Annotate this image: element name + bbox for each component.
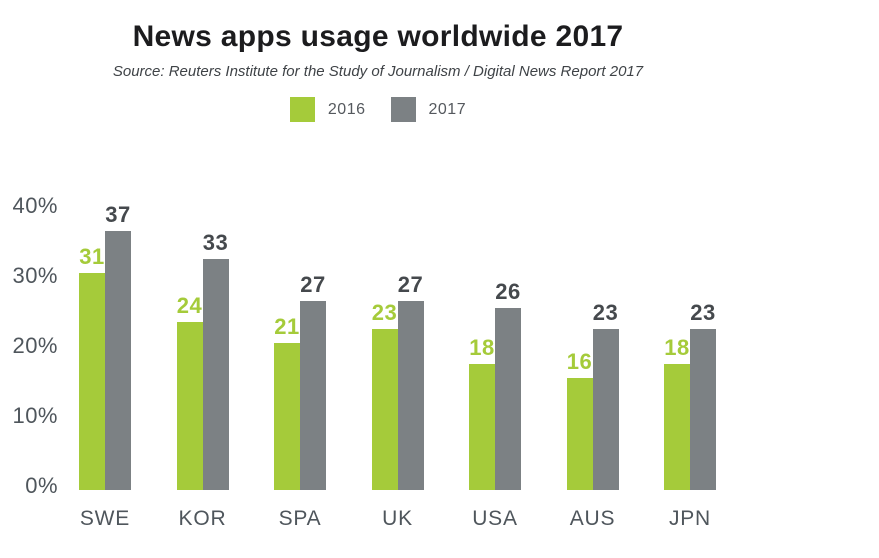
bar-value-SPA-2016: 21 [274, 314, 300, 339]
bar-value-KOR-2017: 33 [202, 230, 229, 255]
chart-header: News apps usage worldwide 2017 Source: R… [0, 0, 756, 122]
bar-SPA-2017: 27 [300, 272, 326, 490]
legend-label-2017: 2017 [428, 100, 467, 118]
bar-group-KOR: 24 33 KOR [176, 210, 229, 530]
bar-group-AUS: 16 23 AUS [566, 210, 619, 530]
legend: 2016 2017 [0, 97, 756, 122]
bar-value-SPA-2017: 27 [300, 272, 326, 297]
category-label-JPN: JPN [668, 507, 712, 530]
y-axis: 0% 10% 20% 30% 40% [0, 193, 58, 498]
bar-value-AUS-2016: 16 [566, 349, 593, 374]
bar-value-JPN-2017: 23 [690, 300, 716, 325]
bar-AUS-2016: 16 [566, 349, 593, 490]
bar-value-USA-2017: 26 [495, 279, 521, 304]
bar-group-USA: 18 26 USA [469, 210, 521, 530]
bar-group-SPA: 21 27 SPA [274, 210, 326, 530]
bar-group-SWE: 31 37 SWE [79, 202, 131, 530]
bar-USA-2016: 18 [469, 335, 495, 490]
bar-value-AUS-2017: 23 [592, 300, 619, 325]
legend-item-2016: 2016 [289, 97, 366, 122]
legend-swatch-2017 [390, 97, 416, 122]
bar-KOR-2016: 24 [176, 293, 203, 490]
plot-area: 0% 10% 20% 30% 40% 31 37 SWE 24 33 KOR 21 27 SPA 23 27… [0, 193, 879, 530]
bar-JPN-2017: 23 [690, 300, 716, 490]
bar-USA-2017: 26 [495, 279, 521, 490]
y-axis-tick-20%: 20% [12, 333, 58, 358]
bar-value-UK-2016: 23 [371, 300, 398, 325]
chart-source: Source: Reuters Institute for the Study … [112, 63, 644, 80]
bar-SPA-2016: 21 [274, 314, 300, 490]
y-axis-tick-30%: 30% [12, 263, 58, 288]
bar-group-UK: 23 27 UK [371, 210, 424, 530]
category-label-USA: USA [472, 507, 518, 530]
bar-value-SWE-2016: 31 [79, 244, 105, 269]
bar-value-SWE-2017: 37 [105, 202, 131, 227]
legend-swatch-2016 [289, 97, 315, 122]
bar-UK-2016: 23 [371, 300, 398, 490]
y-axis-tick-10%: 10% [12, 403, 58, 428]
y-axis-tick-0%: 0% [25, 473, 58, 498]
category-label-UK: UK [382, 507, 413, 530]
category-label-SPA: SPA [278, 507, 322, 530]
legend-label-2016: 2016 [327, 100, 366, 118]
bar-UK-2017: 27 [397, 272, 424, 490]
bar-AUS-2017: 23 [592, 300, 619, 490]
y-axis-tick-40%: 40% [12, 193, 58, 218]
category-label-KOR: KOR [178, 507, 227, 530]
category-label-SWE: SWE [79, 507, 131, 530]
bar-JPN-2016: 18 [664, 335, 690, 490]
chart-title: News apps usage worldwide 2017 [132, 20, 624, 53]
bar-value-KOR-2016: 24 [176, 293, 203, 318]
category-label-AUS: AUS [569, 507, 616, 530]
bar-groups: 31 37 SWE 24 33 KOR 21 27 SPA 23 27 UK 18 26 USA 16 23 AU… [0, 202, 879, 530]
bar-KOR-2017: 33 [202, 230, 229, 490]
bar-value-USA-2016: 18 [469, 335, 495, 360]
bar-group-JPN: 18 23 JPN [664, 210, 716, 530]
legend-item-2017: 2017 [390, 97, 467, 122]
bar-SWE-2017: 37 [105, 202, 131, 490]
bar-value-JPN-2016: 18 [664, 335, 690, 360]
bar-value-UK-2017: 27 [397, 272, 424, 297]
bar-SWE-2016: 31 [79, 244, 105, 490]
